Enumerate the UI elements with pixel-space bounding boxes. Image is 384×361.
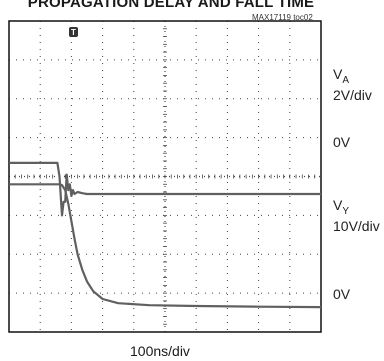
traces xyxy=(9,161,322,309)
vy-scale-label: 10V/div xyxy=(333,218,380,234)
trace-va xyxy=(9,161,321,217)
x-scale-label: 100ns/div xyxy=(130,343,190,359)
va-scale-label: 2V/div xyxy=(333,87,372,103)
va-name-label: VA xyxy=(333,66,349,86)
plot-frame xyxy=(8,20,322,333)
va-zero-label: 0V xyxy=(333,134,351,150)
chart-title: PROPAGATION DELAY AND FALL TIME xyxy=(27,0,315,11)
figure-id: MAX17119 toc02 xyxy=(252,13,313,22)
vy-name-label: VY xyxy=(333,197,349,217)
grid xyxy=(8,20,322,333)
trigger-marker-icon: T xyxy=(69,27,78,37)
trigger-label: T xyxy=(71,28,76,37)
trace-vy xyxy=(9,183,322,309)
vy-zero-label: 0V xyxy=(333,286,351,302)
